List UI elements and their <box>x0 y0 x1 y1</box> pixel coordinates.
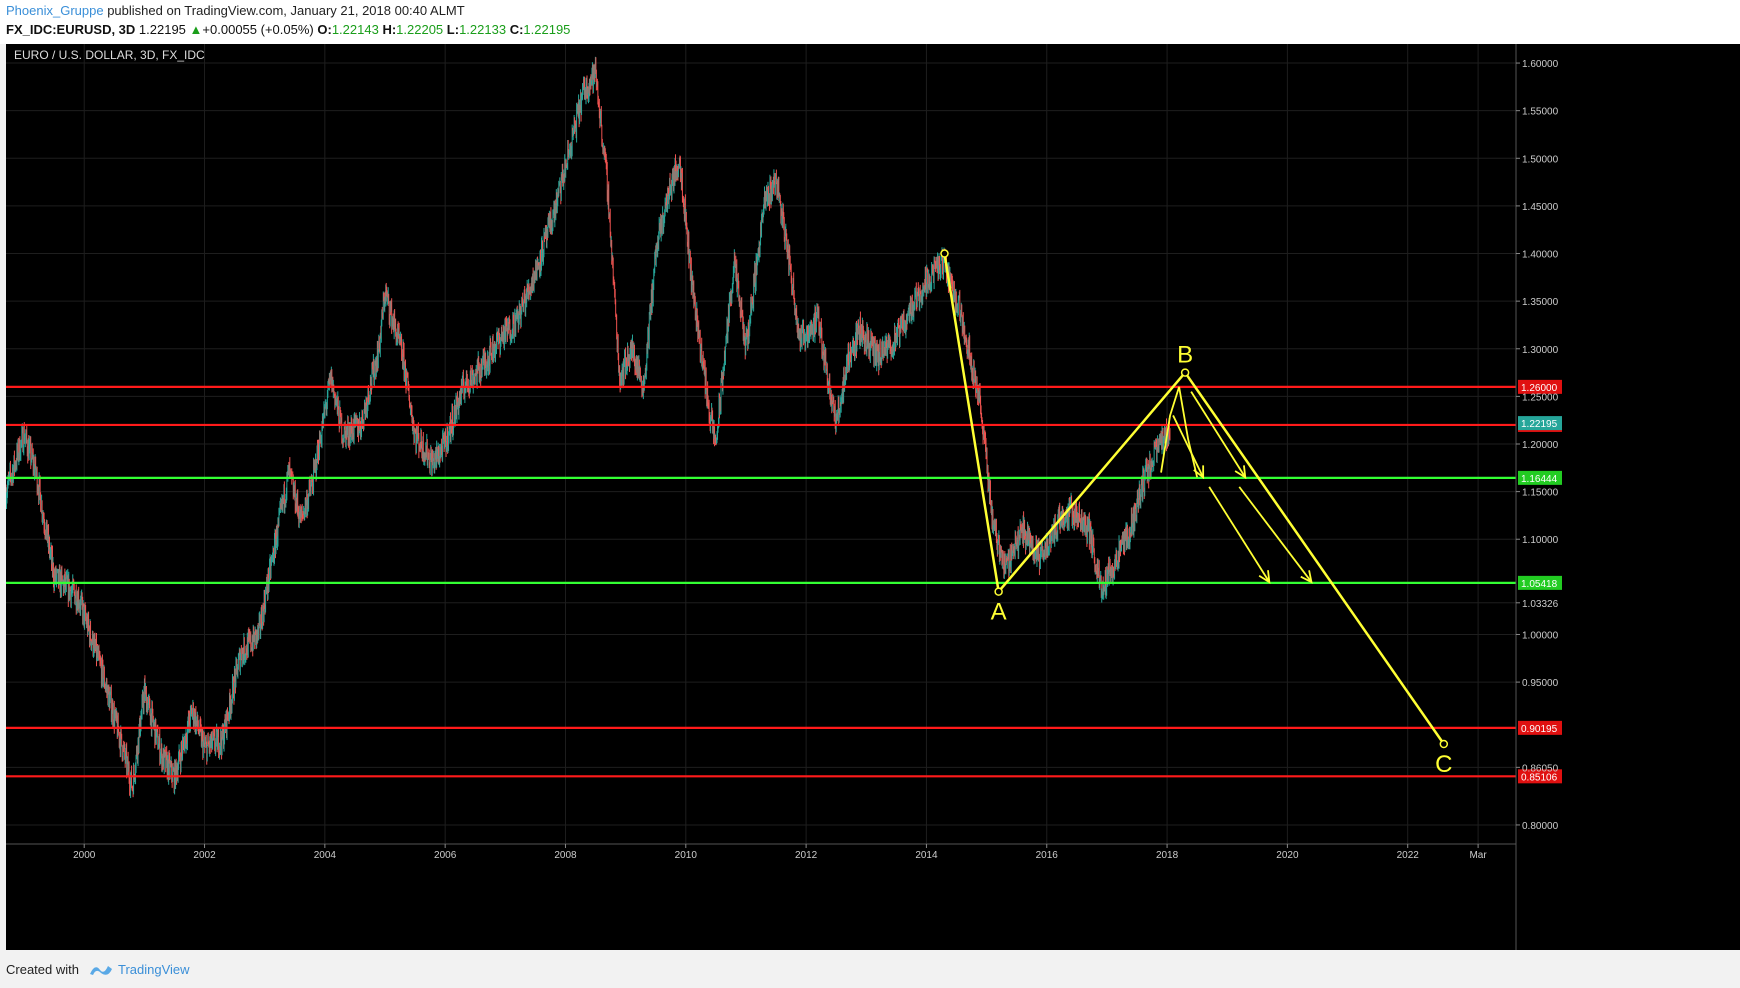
price-tick-label: 1.10000 <box>1522 535 1559 546</box>
price-level-badge <box>1518 769 1562 784</box>
wave-label-b: B <box>1177 342 1193 369</box>
price-tick-label: 1.60000 <box>1522 59 1559 70</box>
arrow-head-icon <box>1258 570 1271 584</box>
chart-area[interactable]: ABC 1.260001.220001.164441.054180.901950… <box>5 44 1740 950</box>
price-tick-label: 0.80000 <box>1522 821 1559 832</box>
symbol-info: FX_IDC:EURUSD, 3D 1.22195 ▲+0.00055 (+0.… <box>6 22 570 37</box>
wave-label-a: A <box>991 599 1007 626</box>
low-value: 1.22133 <box>459 22 507 37</box>
last-price-badge <box>1518 416 1562 431</box>
price-tick-label: 1.15000 <box>1522 488 1559 499</box>
grid-lines <box>6 44 1516 844</box>
time-tick-label: 2006 <box>434 850 457 861</box>
time-tick-label: 2022 <box>1397 850 1420 861</box>
price-tick-label: 1.20000 <box>1522 440 1559 451</box>
price-tick-label: 1.45000 <box>1522 202 1559 213</box>
price-tick-label: 1.30000 <box>1522 345 1559 356</box>
close-label: C: <box>509 22 524 37</box>
low-label: L: <box>446 22 460 37</box>
price-tick-label: 1.55000 <box>1522 107 1559 118</box>
wave-line <box>943 253 1445 745</box>
author-link[interactable]: Phoenix_Gruppe <box>6 3 104 18</box>
publish-info: published on TradingView.com, January 21… <box>107 3 465 18</box>
price-level-label: 0.85106 <box>1521 772 1558 783</box>
time-scale[interactable]: 2000 2002 2004 2006 2008 2010 2012 2014 2016 2018… <box>73 844 1487 861</box>
price-tick-label: 1.40000 <box>1522 250 1559 261</box>
forecast-arrow <box>1208 486 1271 583</box>
price-level-badge <box>1518 470 1562 485</box>
horizontal-levels <box>6 385 1516 778</box>
wave-point <box>1180 368 1190 377</box>
wave-drawings: A B C <box>940 249 1452 778</box>
price-level-label: 0.90195 <box>1521 724 1558 735</box>
high-label: H: <box>382 22 397 37</box>
wave-point <box>994 587 1003 596</box>
time-tick-label: 2018 <box>1156 850 1179 861</box>
last-price-label: 1.22195 <box>1521 419 1558 430</box>
price-tick-label: 1.50000 <box>1522 154 1559 165</box>
price-change: +0.00055 (+0.05%) <box>202 22 314 37</box>
price-level-label: 1.05418 <box>1521 579 1558 590</box>
price-tick-label: 0.86050 <box>1522 763 1559 774</box>
time-tick-label: 2008 <box>554 850 577 861</box>
time-tick-label: 2012 <box>795 850 818 861</box>
publish-line: Phoenix_Gruppe published on TradingView.… <box>6 3 465 18</box>
time-tick-label: 2000 <box>73 850 96 861</box>
time-tick-label: 2002 <box>193 850 216 861</box>
wave-label-c: C <box>1435 751 1452 778</box>
candles <box>5 56 1171 799</box>
up-arrow-icon: ▲ <box>189 22 203 37</box>
tradingview-logo-icon[interactable] <box>88 960 114 978</box>
price-tick-label: 0.95000 <box>1522 678 1559 689</box>
chart-title: EURO / U.S. DOLLAR, 3D, FX_IDC <box>14 48 205 62</box>
symbol-label: FX_IDC:EURUSD, 3D <box>6 22 136 37</box>
price-tick-label: 1.00000 <box>1522 630 1559 641</box>
price-scale-bg <box>1516 44 1740 950</box>
close-value: 1.22195 <box>523 22 571 37</box>
time-tick-label: 2010 <box>675 850 698 861</box>
price-chart[interactable]: ABC 1.260001.220001.164441.054180.901950… <box>5 44 1740 950</box>
footer: Created with TradingView <box>0 950 1740 988</box>
arrow-head-icon <box>1193 465 1205 480</box>
time-tick-label: Mar <box>1469 850 1487 861</box>
wave-point <box>940 249 949 258</box>
forecast-arrow <box>1172 415 1204 478</box>
wave-point <box>1439 739 1449 749</box>
last-price: 1.22195 <box>138 22 186 37</box>
created-with-label: Created with <box>6 962 79 977</box>
time-tick-label: 2016 <box>1036 850 1059 861</box>
price-scale[interactable]: 1.260001.220001.164441.054180.901950.851… <box>1516 59 1562 832</box>
arrow-head-icon <box>1300 570 1313 584</box>
price-tick-label: 1.03326 <box>1522 599 1559 610</box>
open-label: O: <box>317 22 332 37</box>
price-level-badge <box>1518 720 1562 735</box>
open-value: 1.22143 <box>331 22 379 37</box>
price-tick-label: 1.35000 <box>1522 297 1559 308</box>
arrow-head-icon <box>1234 465 1247 480</box>
high-value: 1.22205 <box>396 22 444 37</box>
price-level-label: 1.26000 <box>1521 383 1558 394</box>
forecast-arrow <box>1238 486 1313 583</box>
time-tick-label: 2014 <box>915 850 938 861</box>
time-tick-label: 2020 <box>1276 850 1299 861</box>
forecast-arrow <box>1190 391 1247 478</box>
time-tick-label: 2004 <box>314 850 337 861</box>
tradingview-brand[interactable]: TradingView <box>118 962 190 977</box>
price-level-badge <box>1518 379 1562 394</box>
price-level-badge <box>1518 575 1562 590</box>
price-level-label: 1.16444 <box>1521 474 1558 485</box>
chart-header: Phoenix_Gruppe published on TradingView.… <box>0 0 1740 44</box>
price-tick-label: 1.25000 <box>1522 392 1559 403</box>
